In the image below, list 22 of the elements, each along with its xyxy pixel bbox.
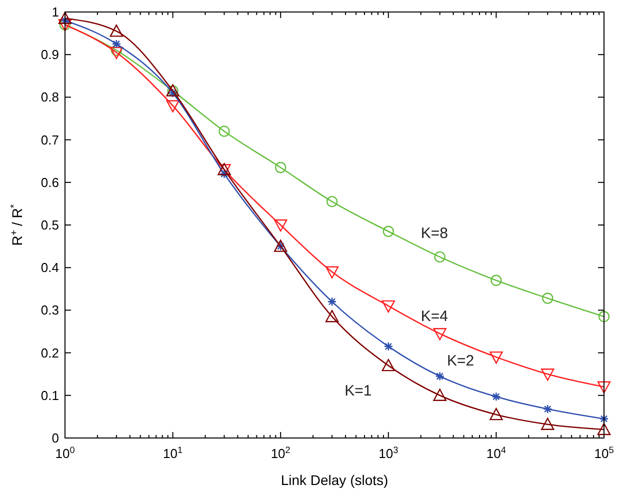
x-tick-label: 10$^{5}$ xyxy=(594,445,614,461)
x-tick-label: 10$^{4}$ xyxy=(486,445,506,461)
y-tick-label: 0.8 xyxy=(40,90,59,105)
series-label: K=8 xyxy=(420,224,448,242)
y-tick-label: 1 xyxy=(52,4,59,20)
series-label: K=1 xyxy=(344,382,372,400)
x-tick-label: 10$^{3}$ xyxy=(378,445,398,461)
x-axis-title: Link Delay (slots) xyxy=(280,472,388,488)
y-tick-label: 0.7 xyxy=(40,132,59,148)
y-tick-label: 0.4 xyxy=(40,260,59,276)
x-tick-label: 10$^{2}$ xyxy=(270,445,290,461)
x-tick-label: 10$^{0}$ xyxy=(55,445,75,461)
y-tick-label: 0.5 xyxy=(40,218,59,232)
x-tick-label: 10$^{1}$ xyxy=(163,445,183,461)
y-tick-label: 0 xyxy=(52,430,59,446)
series-label: K=4 xyxy=(420,308,448,325)
y-tick-label: 0.1 xyxy=(40,388,59,403)
y-tick-label: 0.9 xyxy=(40,47,59,62)
y-tick-label: 0.2 xyxy=(40,345,59,360)
series-label: K=2 xyxy=(447,352,474,370)
y-tick-label: 0.6 xyxy=(40,174,59,190)
y-tick-label: 0.3 xyxy=(40,302,59,318)
